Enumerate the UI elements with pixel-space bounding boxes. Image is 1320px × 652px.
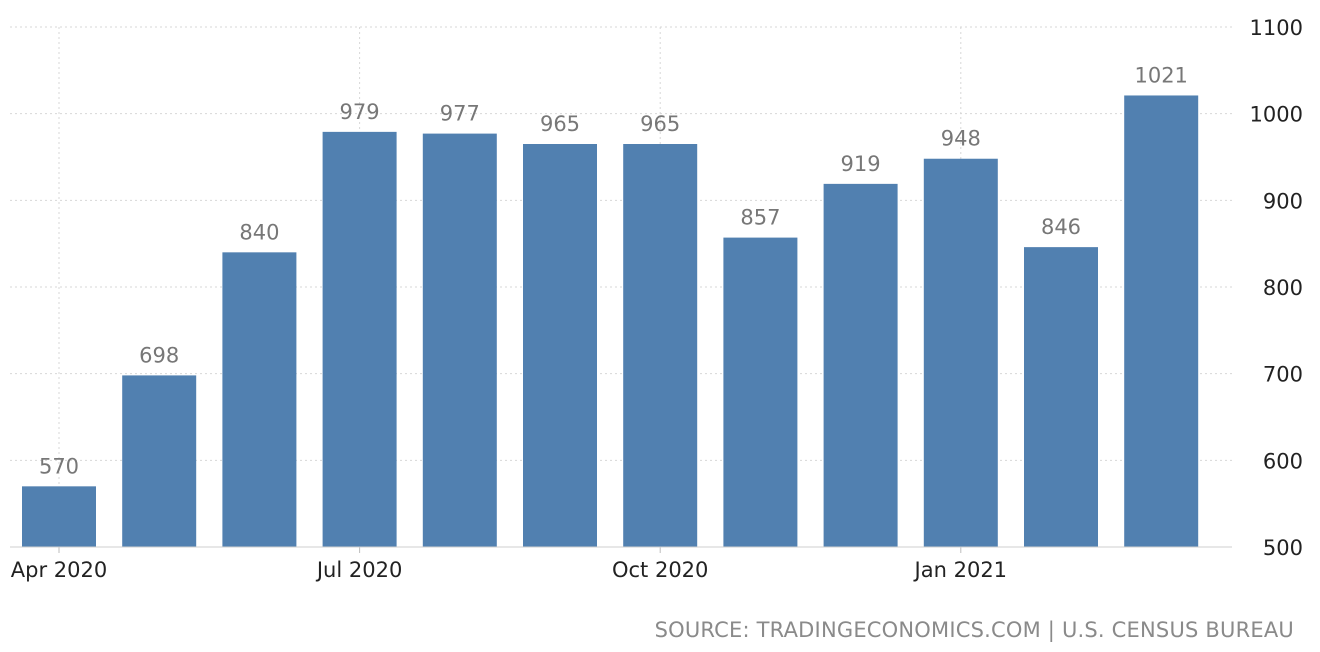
data-label: 977 xyxy=(440,102,480,126)
x-tick-label: Oct 2020 xyxy=(612,558,708,582)
y-tick-label: 700 xyxy=(1263,363,1303,387)
data-label: 698 xyxy=(139,343,179,367)
data-label: 840 xyxy=(239,220,279,244)
bar xyxy=(422,133,497,547)
data-label: 948 xyxy=(941,127,981,151)
data-label: 846 xyxy=(1041,215,1081,239)
x-tick-label: Apr 2020 xyxy=(11,558,107,582)
bar xyxy=(923,158,998,547)
y-tick-label: 500 xyxy=(1263,536,1303,560)
bar xyxy=(322,131,397,547)
bar-chart: 570 698 840 979 977 965 965 857 919 948 846 1021 50… xyxy=(10,16,1303,582)
data-label: 570 xyxy=(39,454,79,478)
data-label: 919 xyxy=(841,152,881,176)
bar xyxy=(723,237,798,547)
data-labels-group: 570 698 840 979 977 965 965 857 919 948 846 1021 xyxy=(39,63,1188,478)
bar xyxy=(1024,247,1098,547)
data-label: 965 xyxy=(640,112,680,136)
y-axis-ticks: 500 600 700 800 900 1000 1100 xyxy=(1250,16,1303,560)
bar xyxy=(823,183,898,547)
bar xyxy=(1124,95,1199,547)
y-tick-label: 1100 xyxy=(1250,16,1303,40)
data-label: 965 xyxy=(540,112,580,136)
bar xyxy=(222,252,297,548)
x-tick-label: Jan 2021 xyxy=(913,558,1008,582)
bar xyxy=(22,486,96,547)
x-tick-label: Jul 2020 xyxy=(315,558,402,582)
y-tick-label: 900 xyxy=(1263,189,1303,213)
bar xyxy=(623,144,698,547)
x-axis-ticks: Apr 2020 Jul 2020 Oct 2020 Jan 2021 xyxy=(11,547,1007,582)
data-label: 979 xyxy=(340,100,380,124)
bar xyxy=(523,144,597,547)
source-note: SOURCE: TRADINGECONOMICS.COM | U.S. CENS… xyxy=(654,618,1294,642)
y-tick-label: 600 xyxy=(1263,449,1303,473)
y-tick-label: 1000 xyxy=(1250,103,1303,127)
data-label: 857 xyxy=(740,206,780,230)
bars-group xyxy=(22,95,1199,548)
y-tick-label: 800 xyxy=(1263,276,1303,300)
data-label: 1021 xyxy=(1134,63,1187,87)
bar xyxy=(122,375,197,547)
